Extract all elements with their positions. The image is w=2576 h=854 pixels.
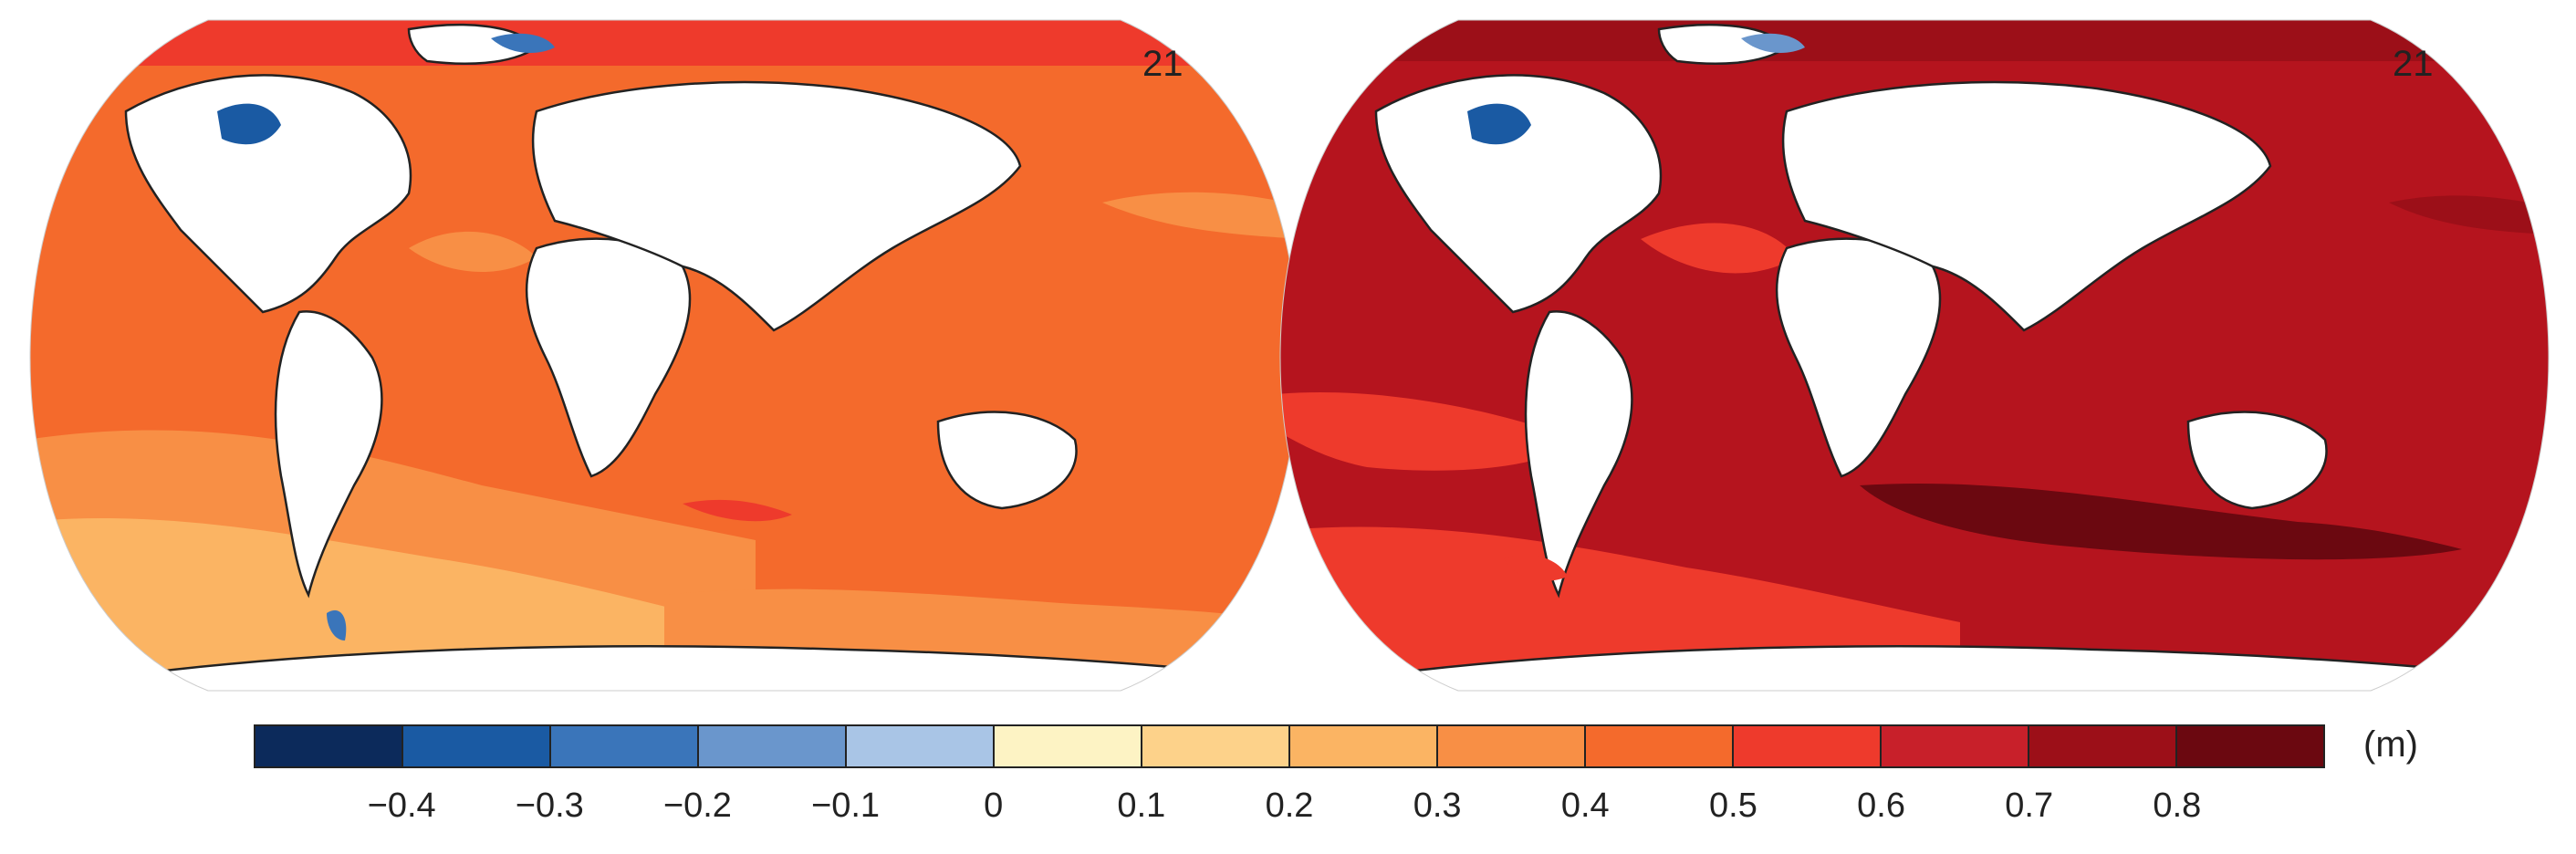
southern-dark-band — [1860, 484, 2462, 560]
north-atlantic-gyre — [1641, 223, 1796, 274]
colorbar-cell — [1882, 726, 2029, 766]
colorbar-tick-label: 0.7 — [2005, 786, 2054, 825]
colorbar-tick-label: 0 — [984, 786, 1004, 825]
colorbar-cell — [2177, 726, 2323, 766]
arctic-blue-patch — [1741, 33, 1805, 53]
colorbar-tick-label: −0.2 — [662, 786, 732, 825]
colorbar-cell — [1438, 726, 1586, 766]
map-border — [1279, 19, 2550, 692]
colorbar-tick-label: 0.4 — [1560, 786, 1610, 825]
arctic-band — [30, 20, 1298, 66]
australia — [2186, 411, 2328, 510]
continents-left — [30, 23, 1298, 691]
north-pacific-band — [1102, 192, 1298, 239]
colorbar-tick-label: 0.3 — [1413, 786, 1462, 825]
colorbar-tick-label: 0.1 — [1117, 786, 1166, 825]
colorbar-cell — [699, 726, 847, 766]
colorbar-cell — [995, 726, 1142, 766]
south-atlantic-patch — [683, 499, 792, 522]
map-panel-right — [1276, 11, 2553, 697]
colorbar-tick-label: −0.1 — [811, 786, 881, 825]
colorbar-tick-label: −0.3 — [515, 786, 584, 825]
colorbar-cell — [1586, 726, 1734, 766]
hudson-bay-patch — [217, 103, 281, 145]
eurasia — [531, 80, 1022, 332]
world-map-right — [1279, 19, 2550, 692]
colorbar-cell — [2029, 726, 2177, 766]
north-america — [124, 74, 412, 314]
north-pacific-band — [2389, 195, 2549, 234]
colorbar — [254, 724, 2325, 768]
south-america — [274, 310, 383, 599]
continents-right — [1280, 23, 2549, 691]
north-america — [1374, 74, 1663, 314]
arctic-band — [1280, 20, 2549, 61]
colorbar-cell — [1734, 726, 1882, 766]
world-map-left — [29, 19, 1299, 692]
map-panel-left — [26, 11, 1303, 697]
panel-number-right: 21 — [2393, 44, 2434, 84]
colorbar-cell — [1142, 726, 1290, 766]
south-america — [1524, 310, 1633, 599]
colorbar-cell — [551, 726, 699, 766]
drake-passage-patch — [1504, 555, 1568, 581]
antarctic-blue-patch — [327, 609, 347, 640]
colorbar-cell — [1290, 726, 1438, 766]
colorbar-tick-label: −0.4 — [367, 786, 436, 825]
colorbar-cell — [256, 726, 403, 766]
north-atlantic-gyre — [409, 231, 537, 273]
colorbar-unit-label: (m) — [2363, 724, 2418, 765]
eurasia — [1781, 80, 2272, 332]
hudson-bay-patch — [1467, 103, 1531, 145]
greenland — [407, 23, 538, 66]
colorbar-tick-label: 0.8 — [2153, 786, 2202, 825]
colorbar-cell — [403, 726, 551, 766]
greenland — [1657, 23, 1789, 66]
colorbar-tick-label: 0.6 — [1857, 786, 1905, 825]
colorbar-cell — [847, 726, 995, 766]
colorbar-tick-label: 0.5 — [1709, 786, 1757, 825]
map-border — [29, 19, 1299, 692]
south-pacific-band — [1280, 392, 1577, 471]
panel-number-left: 21 — [1142, 44, 1184, 84]
colorbar-tick-label: 0.2 — [1265, 786, 1314, 825]
arctic-blue-patch — [491, 33, 555, 53]
australia — [936, 411, 1078, 510]
